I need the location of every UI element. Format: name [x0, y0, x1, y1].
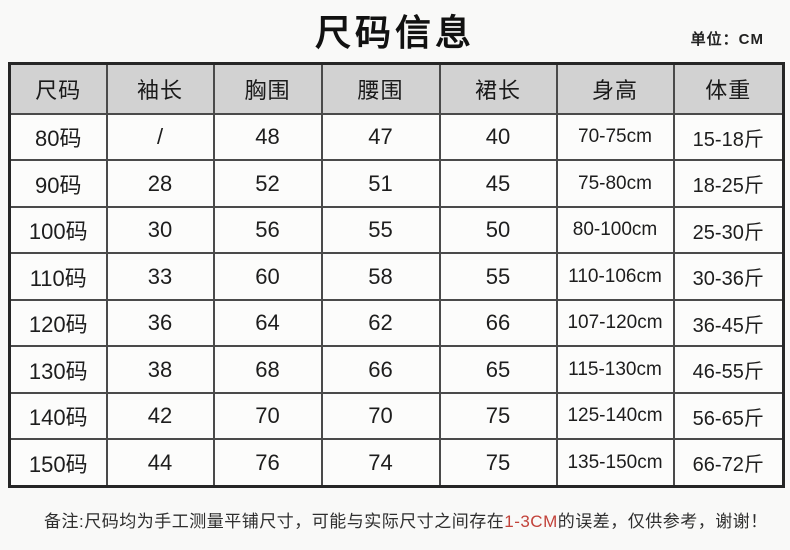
table-cell: 76	[212, 438, 323, 488]
table-cell: 56-65斤	[672, 391, 785, 441]
table-row: 120码 36 64 62 66 107-120cm 36-45斤	[8, 298, 785, 348]
table-cell: 48	[212, 112, 323, 162]
table-cell: 150码	[8, 438, 108, 488]
header-waist: 腰围	[320, 62, 441, 115]
footer-note-highlight: 1-3CM	[504, 512, 558, 531]
table-cell: 125-140cm	[555, 391, 675, 441]
table-cell: 62	[320, 298, 441, 348]
table-cell: 30-36斤	[672, 252, 785, 301]
table-cell: 50	[438, 205, 558, 255]
table-cell: 70-75cm	[555, 112, 675, 162]
table-cell: 80-100cm	[555, 205, 675, 255]
header-size: 尺码	[8, 62, 108, 115]
table-cell: 55	[320, 205, 441, 255]
table-cell: 42	[105, 391, 215, 441]
table-cell: 140码	[8, 391, 108, 441]
table-cell: 68	[212, 345, 323, 394]
footer-note-suffix: 的误差，仅供参考，谢谢！	[557, 512, 768, 531]
table-header-row: 尺码 袖长 胸围 腰围 裙长 身高 体重	[8, 62, 785, 115]
table-cell: 100码	[8, 205, 108, 255]
table-cell: 80码	[8, 112, 108, 162]
table-row: 90码 28 52 51 45 75-80cm 18-25斤	[8, 159, 785, 208]
table-cell: 75-80cm	[555, 159, 675, 208]
table-cell: 110码	[8, 252, 108, 301]
unit-label: 单位：CM	[690, 31, 764, 48]
header-skirt-length: 裙长	[438, 62, 558, 115]
table-cell: 66	[438, 298, 558, 348]
table-cell: 51	[320, 159, 441, 208]
table-cell: 115-130cm	[555, 345, 675, 394]
table-cell: 38	[105, 345, 215, 394]
table-cell: 70	[320, 391, 441, 441]
header-chest: 胸围	[212, 62, 323, 115]
table-cell: 135-150cm	[555, 438, 675, 488]
size-chart-table: 尺码 袖长 胸围 腰围 裙长 身高 体重 80码 / 48 47 40 70-7…	[8, 62, 785, 488]
table-cell: 40	[438, 112, 558, 162]
table-cell: 65	[438, 345, 558, 394]
table-cell: 70	[212, 391, 323, 441]
table-cell: 28	[105, 159, 215, 208]
table-row: 80码 / 48 47 40 70-75cm 15-18斤	[8, 112, 785, 162]
table-cell: 47	[320, 112, 441, 162]
table-cell: 74	[320, 438, 441, 488]
header-weight: 体重	[672, 62, 785, 115]
table-cell: 15-18斤	[672, 112, 785, 162]
table-cell: 44	[105, 438, 215, 488]
header-height: 身高	[555, 62, 675, 115]
page-title: 尺码信息	[314, 13, 475, 53]
table-cell: 66-72斤	[672, 438, 785, 488]
table-cell: 130码	[8, 345, 108, 394]
table-cell: 64	[212, 298, 323, 348]
table-cell: 18-25斤	[672, 159, 785, 208]
table-cell: 55	[438, 252, 558, 301]
header-sleeve-length: 袖长	[105, 62, 215, 115]
table-cell: 90码	[8, 159, 108, 208]
table-cell: /	[105, 112, 215, 162]
table-cell: 120码	[8, 298, 108, 348]
table-cell: 36-45斤	[672, 298, 785, 348]
table-cell: 36	[105, 298, 215, 348]
table-cell: 30	[105, 205, 215, 255]
table-row: 110码 33 60 58 55 110-106cm 30-36斤	[8, 252, 785, 301]
table-row: 130码 38 68 66 65 115-130cm 46-55斤	[8, 345, 785, 394]
table-row: 100码 30 56 55 50 80-100cm 25-30斤	[8, 205, 785, 255]
table-cell: 110-106cm	[555, 252, 675, 301]
footer-note-prefix: 备注:尺码均为手工测量平铺尺寸，可能与实际尺寸之间存在	[44, 512, 505, 531]
table-cell: 58	[320, 252, 441, 301]
table-cell: 52	[212, 159, 323, 208]
table-cell: 25-30斤	[672, 205, 785, 255]
table-cell: 66	[320, 345, 441, 394]
table-cell: 107-120cm	[555, 298, 675, 348]
table-cell: 46-55斤	[672, 345, 785, 394]
table-cell: 56	[212, 205, 323, 255]
table-cell: 75	[438, 391, 558, 441]
table-cell: 75	[438, 438, 558, 488]
table-row: 150码 44 76 74 75 135-150cm 66-72斤	[8, 438, 785, 488]
table-cell: 45	[438, 159, 558, 208]
table-cell: 33	[105, 252, 215, 301]
footer-note: 备注:尺码均为手工测量平铺尺寸，可能与实际尺寸之间存在1-3CM的误差，仅供参考…	[44, 507, 768, 532]
table-row: 140码 42 70 70 75 125-140cm 56-65斤	[8, 391, 785, 441]
table-cell: 60	[212, 252, 323, 301]
